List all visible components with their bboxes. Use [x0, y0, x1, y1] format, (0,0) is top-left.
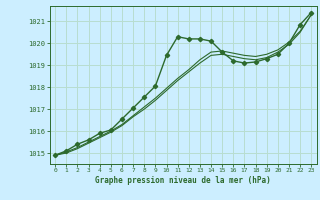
- X-axis label: Graphe pression niveau de la mer (hPa): Graphe pression niveau de la mer (hPa): [95, 176, 271, 185]
